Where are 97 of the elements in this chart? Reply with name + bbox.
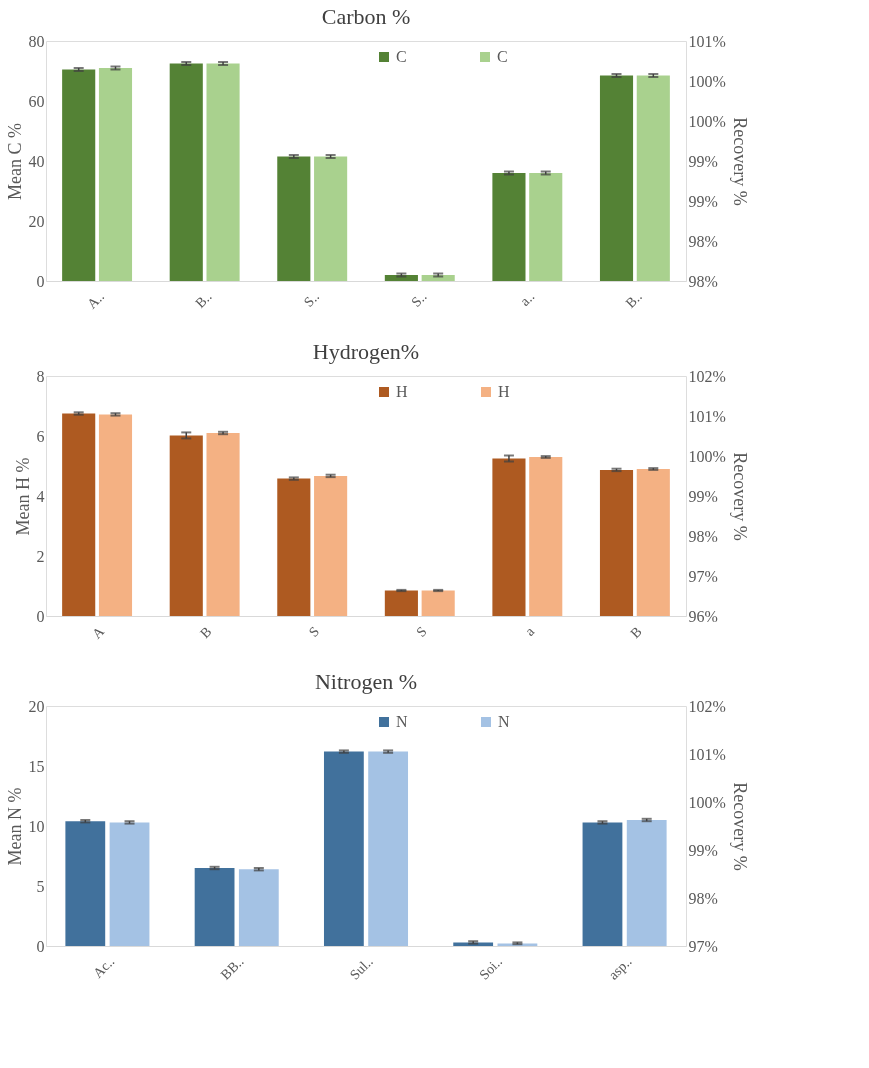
y2-tick-label: 98% bbox=[688, 232, 718, 250]
y-tick-label: 0 bbox=[36, 937, 45, 955]
bar bbox=[62, 69, 96, 281]
y2-tick-label: 99% bbox=[688, 487, 718, 505]
bar bbox=[636, 469, 670, 616]
y-tick-label: 60 bbox=[28, 92, 45, 110]
bar bbox=[421, 590, 455, 616]
y2-tick-label: 100% bbox=[688, 72, 726, 90]
bar bbox=[98, 414, 133, 616]
y-tick-label: 2 bbox=[36, 547, 45, 565]
bar bbox=[582, 822, 623, 946]
bar bbox=[492, 173, 526, 281]
bar bbox=[368, 751, 409, 946]
x-tick-label: B bbox=[197, 623, 215, 642]
chart-title: Nitrogen % bbox=[314, 669, 418, 694]
y-tick-label: 5 bbox=[36, 877, 45, 895]
bar bbox=[169, 435, 203, 616]
legend-label: C bbox=[497, 48, 508, 65]
y2-tick-label: 98% bbox=[688, 272, 718, 290]
x-tick-label: B.. bbox=[622, 288, 645, 311]
bar bbox=[626, 820, 667, 946]
y-axis-title: Mean C % bbox=[4, 123, 25, 200]
x-tick-label: Soi.. bbox=[476, 953, 506, 983]
y-tick-label: 80 bbox=[28, 32, 45, 50]
y2-tick-label: 102% bbox=[688, 367, 726, 385]
bar bbox=[194, 868, 235, 946]
bar bbox=[384, 590, 418, 616]
y2-tick-label: 100% bbox=[688, 447, 726, 465]
x-tick-label: S.. bbox=[408, 288, 430, 310]
y2-tick-label: 100% bbox=[688, 112, 726, 130]
bar bbox=[492, 458, 526, 616]
y2-tick-label: 99% bbox=[688, 192, 718, 210]
y2-tick-label: 101% bbox=[688, 32, 726, 50]
y-tick-label: 20 bbox=[28, 697, 45, 715]
bar bbox=[238, 869, 279, 946]
x-tick-label: B.. bbox=[192, 288, 215, 311]
y-axis-title: Mean N % bbox=[4, 787, 25, 866]
x-tick-label: S bbox=[413, 623, 430, 640]
legend-label: H bbox=[396, 383, 408, 400]
y2-tick-label: 99% bbox=[688, 841, 718, 859]
bar bbox=[636, 75, 670, 281]
y-tick-label: 8 bbox=[36, 367, 45, 385]
y-tick-label: 4 bbox=[36, 487, 45, 505]
bar bbox=[109, 822, 150, 946]
y2-tick-label: 102% bbox=[688, 697, 726, 715]
bar bbox=[599, 75, 634, 281]
x-tick-label: a bbox=[522, 623, 538, 639]
bar bbox=[62, 413, 96, 616]
bar bbox=[529, 457, 563, 616]
x-tick-label: Sul.. bbox=[347, 953, 376, 983]
x-tick-label: a.. bbox=[517, 288, 538, 309]
legend-label: N bbox=[498, 713, 510, 730]
bar bbox=[277, 156, 311, 281]
chart-title: Carbon % bbox=[321, 4, 411, 29]
x-tick-label: BB.. bbox=[217, 953, 247, 983]
y2-tick-label: 96% bbox=[688, 607, 718, 625]
x-tick-label: asp.. bbox=[605, 953, 635, 983]
legend-label: C bbox=[396, 48, 407, 65]
bar bbox=[599, 469, 634, 616]
y2-tick-label: 98% bbox=[688, 889, 718, 907]
bar bbox=[206, 433, 240, 616]
y2-axis-title: Recovery % bbox=[729, 452, 750, 541]
y-tick-label: 0 bbox=[36, 607, 45, 625]
y-axis-title: Mean H % bbox=[12, 457, 33, 536]
x-tick-label: A bbox=[89, 623, 108, 642]
y2-axis-title: Recovery % bbox=[729, 782, 750, 871]
y2-tick-label: 97% bbox=[688, 937, 718, 955]
x-tick-label: B bbox=[627, 623, 645, 642]
bar bbox=[98, 68, 133, 281]
legend-label: H bbox=[498, 383, 510, 400]
y2-tick-label: 100% bbox=[688, 793, 726, 811]
bar bbox=[314, 156, 348, 281]
y-tick-label: 6 bbox=[36, 427, 45, 445]
y-tick-label: 15 bbox=[28, 757, 45, 775]
x-tick-label: A.. bbox=[84, 288, 107, 312]
y2-tick-label: 101% bbox=[688, 407, 726, 425]
x-tick-label: Ac.. bbox=[90, 953, 118, 981]
y-tick-label: 10 bbox=[28, 817, 45, 835]
x-tick-label: S.. bbox=[301, 288, 323, 310]
y2-axis-title: Recovery % bbox=[729, 117, 750, 206]
x-tick-label: S bbox=[306, 623, 323, 640]
chart-title: Hydrogen% bbox=[312, 339, 420, 364]
bar bbox=[323, 751, 364, 946]
y-tick-label: 20 bbox=[28, 212, 45, 230]
y2-tick-label: 101% bbox=[688, 745, 726, 763]
y-tick-label: 0 bbox=[36, 272, 45, 290]
bar bbox=[169, 63, 203, 281]
y-tick-label: 40 bbox=[28, 152, 45, 170]
bar bbox=[277, 478, 311, 616]
y2-tick-label: 98% bbox=[688, 527, 718, 545]
y2-tick-label: 97% bbox=[688, 567, 718, 585]
bar bbox=[529, 173, 563, 281]
bar bbox=[206, 63, 240, 281]
bar bbox=[314, 475, 348, 616]
bar bbox=[65, 821, 106, 946]
legend-label: N bbox=[396, 713, 408, 730]
y2-tick-label: 99% bbox=[688, 152, 718, 170]
